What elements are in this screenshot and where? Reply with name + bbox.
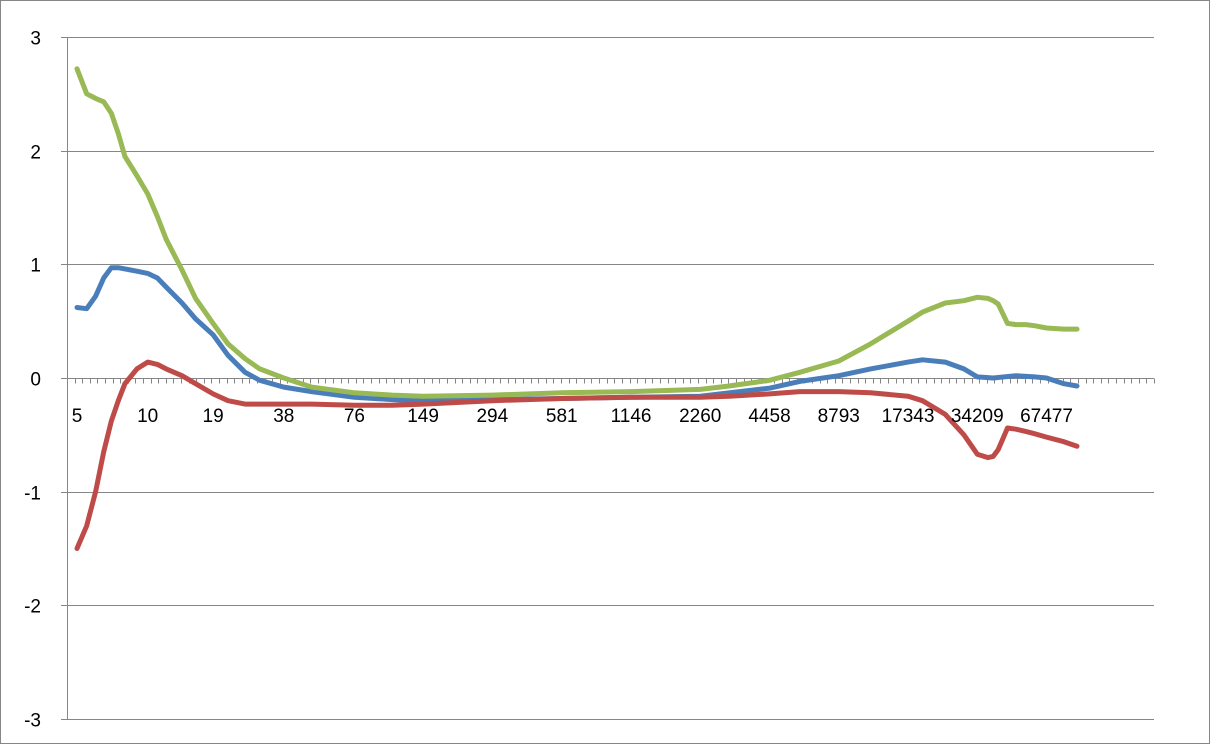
x-tick-label-5: 149 (407, 406, 439, 427)
axes (61, 37, 1155, 720)
x-tick-label-12: 17343 (882, 406, 935, 427)
x-tick-label-10: 4458 (748, 406, 790, 427)
y-tick-label-5: -2 (24, 597, 41, 618)
x-tick-label-1: 10 (137, 406, 158, 427)
x-tick-label-0: 5 (72, 406, 83, 427)
y-tick-label-0: 3 (30, 29, 41, 50)
series-line-0 (74, 265, 1080, 404)
series-line-1 (74, 359, 1080, 551)
x-tick-label-11: 8793 (818, 406, 860, 427)
y-tick-label-6: -3 (24, 711, 41, 732)
x-tick-label-3: 38 (273, 406, 294, 427)
x-tick-label-8: 1146 (611, 406, 652, 427)
series-line-2 (74, 66, 1080, 399)
x-tick-label-7: 581 (546, 406, 578, 427)
y-tick-label-3: 0 (30, 370, 41, 391)
series-lines (74, 66, 1080, 551)
x-tick-label-6: 294 (476, 406, 508, 427)
x-tick-label-4: 76 (344, 406, 365, 427)
x-tick-label-9: 2260 (679, 406, 721, 427)
gridlines (67, 37, 1154, 720)
x-tick-label-2: 19 (203, 406, 224, 427)
y-tick-label-4: -1 (24, 484, 41, 505)
y-tick-label-2: 1 (30, 256, 41, 277)
x-tick-label-13: 34209 (951, 406, 1004, 427)
y-tick-label-1: 2 (30, 143, 41, 164)
x-tick-label-14: 67477 (1020, 406, 1073, 427)
